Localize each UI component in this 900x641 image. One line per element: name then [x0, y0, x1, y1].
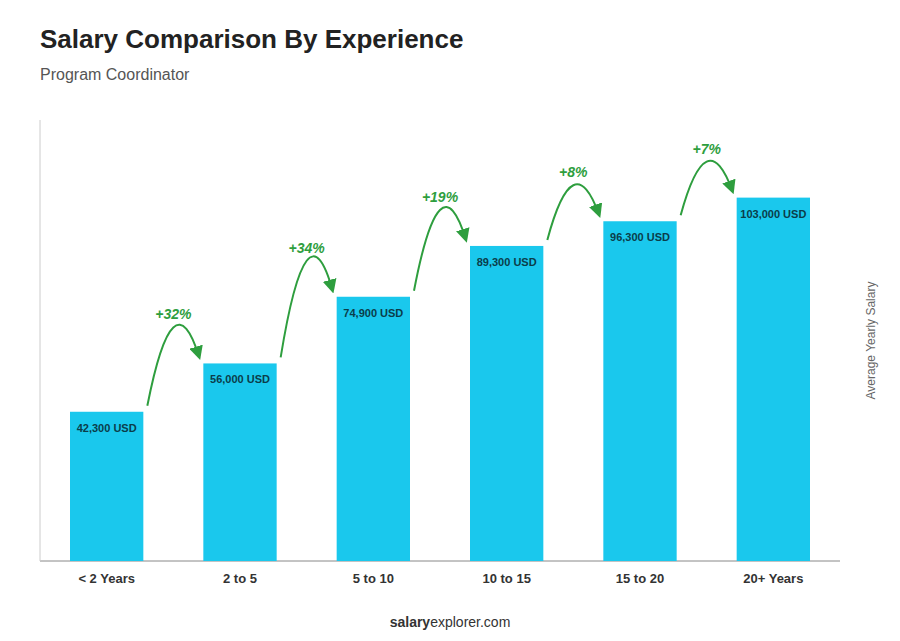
chart-svg: Salary Comparison By Experience Program C…	[0, 0, 900, 641]
bar	[737, 198, 810, 561]
x-tick-label: < 2 Years	[78, 571, 135, 586]
y-axis-label: Average Yearly Salary	[864, 282, 878, 400]
bar	[470, 246, 543, 561]
change-arrow	[281, 256, 333, 357]
data-label: 56,000 USD	[210, 373, 270, 385]
y-axis-line	[40, 120, 41, 561]
bars	[70, 198, 810, 561]
x-tick-label: 15 to 20	[616, 571, 664, 586]
bar	[603, 221, 676, 561]
x-axis-line	[40, 561, 840, 562]
data-label: 74,900 USD	[343, 307, 403, 319]
data-label: 89,300 USD	[477, 256, 537, 268]
change-arrow	[147, 325, 199, 406]
change-label: +7%	[692, 141, 721, 157]
change-arrow	[414, 207, 466, 291]
change-arrow	[547, 184, 599, 240]
change-arrow	[681, 161, 733, 215]
change-label: +8%	[559, 164, 588, 180]
change-label: +34%	[289, 240, 326, 256]
change-label: +32%	[155, 306, 192, 322]
chart-container: Salary Comparison By Experience Program C…	[0, 0, 900, 641]
x-tick-label: 10 to 15	[482, 571, 530, 586]
change-arrows	[147, 161, 732, 406]
data-label: 96,300 USD	[610, 231, 670, 243]
title: Salary Comparison By Experience	[40, 24, 463, 54]
subtitle: Program Coordinator	[40, 66, 190, 83]
footer-bold: salary	[390, 614, 431, 630]
bar	[337, 297, 410, 561]
x-tick-label: 5 to 10	[353, 571, 394, 586]
x-tick-label: 2 to 5	[223, 571, 257, 586]
x-tick-label: 20+ Years	[743, 571, 803, 586]
data-label: 42,300 USD	[77, 422, 137, 434]
bar	[203, 363, 276, 561]
footer-normal: explorer.com	[430, 614, 510, 630]
change-label: +19%	[422, 189, 459, 205]
bar	[70, 412, 143, 561]
data-label: 103,000 USD	[740, 208, 806, 220]
footer: salaryexplorer.com	[390, 614, 511, 630]
